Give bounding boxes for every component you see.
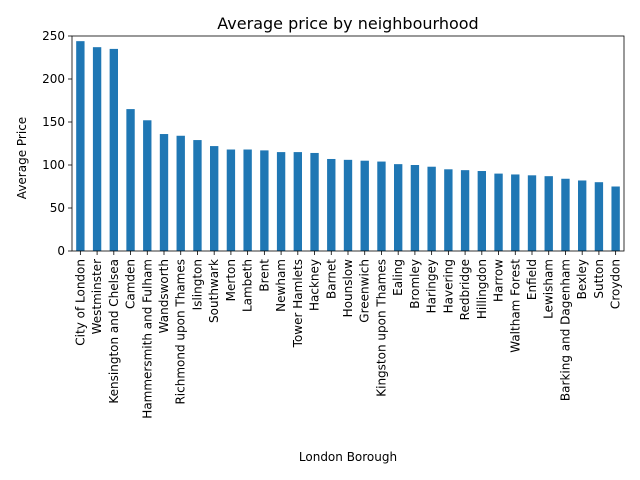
x-tick-label: Tower Hamlets: [291, 259, 305, 348]
bar: [494, 173, 503, 251]
x-tick-label: Sutton: [592, 259, 606, 299]
x-tick-label: City of London: [73, 259, 87, 346]
bar: [76, 41, 85, 251]
plot-frame: [71, 35, 625, 252]
x-tick-label: Wandsworth: [157, 259, 171, 333]
x-tick-label: Lewisham: [542, 259, 556, 319]
x-tick-label: Hammersmith and Fulham: [140, 259, 154, 419]
bar: [327, 158, 336, 251]
y-tick-label: 150: [42, 115, 65, 129]
bar: [260, 150, 269, 251]
bar: [92, 47, 102, 252]
y-tick-label: 50: [50, 201, 65, 215]
x-axis-label: London Borough: [299, 450, 397, 464]
x-tick-label: Havering: [441, 259, 455, 313]
x-tick-label: Merton: [224, 259, 238, 301]
bar: [561, 178, 570, 251]
x-tick-label: Hackney: [308, 259, 322, 311]
x-tick-label: Westminster: [90, 259, 104, 334]
bar: [310, 152, 319, 251]
bar: [511, 174, 520, 251]
x-tick-label: Barnet: [324, 259, 338, 299]
x-tick-label: Richmond upon Thames: [174, 259, 188, 405]
x-tick-label: Brent: [257, 259, 271, 292]
bar: [611, 186, 620, 251]
bar: [143, 120, 152, 251]
x-tick-label: Ealing: [391, 259, 405, 296]
y-axis-label: Average Price: [15, 117, 29, 199]
bar: [427, 166, 436, 251]
x-tick-label: Islington: [190, 259, 204, 310]
x-tick-label: Barking and Dagenham: [558, 259, 572, 401]
x-tick-label: Haringey: [425, 259, 439, 313]
bar: [360, 160, 369, 251]
x-tick-label: Kingston upon Thames: [374, 259, 388, 397]
bar: [544, 176, 553, 251]
bars-group: [76, 41, 620, 252]
bar: [578, 180, 587, 251]
bar: [444, 169, 453, 251]
bar: [460, 170, 470, 251]
x-tick-label: Lambeth: [241, 259, 255, 312]
bar: [159, 134, 169, 251]
x-tick-label: Southwark: [207, 259, 221, 323]
y-tick-label: 100: [42, 158, 65, 172]
bar: [293, 152, 302, 251]
bar: [176, 135, 185, 251]
bar: [276, 152, 286, 251]
x-axis: City of London Westminster Kensington and …: [73, 251, 623, 419]
x-tick-label: Bexley: [575, 259, 589, 299]
bar: [210, 146, 219, 251]
bar: [193, 140, 202, 251]
bar: [126, 109, 135, 251]
bar: [377, 161, 386, 251]
x-tick-label: Hillingdon: [475, 259, 489, 319]
y-tick-label: 250: [42, 29, 65, 43]
y-tick-label: 0: [57, 244, 65, 258]
x-tick-label: Bromley: [408, 259, 422, 309]
bar: [410, 165, 420, 251]
x-tick-label: Enfield: [525, 259, 539, 300]
x-tick-label: Camden: [124, 259, 138, 309]
x-tick-label: Redbridge: [458, 259, 472, 320]
bar: [109, 48, 118, 252]
x-tick-label: Newham: [274, 259, 288, 312]
x-tick-label: Harrow: [492, 259, 506, 302]
bar: [343, 159, 353, 251]
x-tick-label: Waltham Forest: [508, 259, 522, 353]
x-tick-label: Croydon: [609, 259, 623, 309]
y-axis: 0 50 100 150 200 250: [42, 29, 72, 258]
bar: [243, 149, 252, 251]
bar: [226, 149, 236, 251]
x-tick-label: Hounslow: [341, 259, 355, 318]
axes-frame: [71, 35, 625, 252]
bar: [527, 175, 537, 251]
bar: [594, 182, 604, 251]
chart-title: Average price by neighbourhood: [217, 14, 478, 33]
y-tick-label: 200: [42, 72, 65, 86]
x-tick-label: Greenwich: [358, 259, 372, 323]
bar: [477, 171, 486, 251]
bar: [394, 164, 403, 251]
x-tick-label: Kensington and Chelsea: [107, 259, 121, 404]
